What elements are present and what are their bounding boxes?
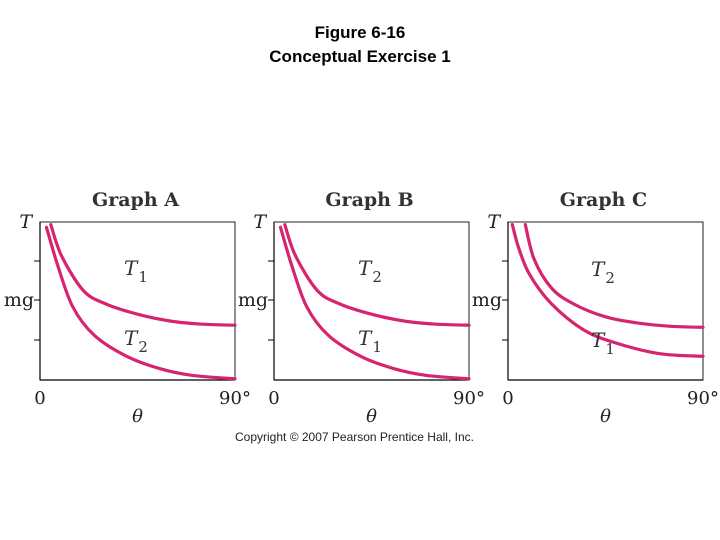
y-axis-label: T	[19, 211, 33, 233]
x-axis-label: θ	[132, 406, 143, 427]
y-axis-label: T	[253, 211, 267, 233]
graph-panel: Graph B Tmg 0 90° θ T2 T1	[238, 189, 485, 427]
series-line-t2	[283, 223, 471, 327]
x-tick-label-end: 90°	[687, 388, 719, 409]
series-line-t2	[44, 225, 237, 381]
x-axis-label: θ	[600, 406, 611, 427]
x-axis-label: θ	[366, 406, 377, 427]
series-label-t1: T1	[124, 256, 148, 286]
series-line-t1	[510, 223, 705, 358]
series-line-t2	[523, 223, 705, 329]
series-line-t1	[278, 225, 471, 381]
y-tick-label-mg: mg	[472, 289, 502, 311]
series-label-t1: T1	[358, 326, 382, 356]
y-tick-label-mg: mg	[4, 289, 34, 311]
series-line-t1	[49, 223, 237, 327]
y-axis-label: T	[487, 211, 501, 233]
x-tick-label-start: 0	[34, 388, 45, 409]
graph-title: Graph C	[560, 189, 647, 211]
copyright-text: Copyright © 2007 Pearson Prentice Hall, …	[235, 430, 474, 444]
graph-panel: Graph C Tmg 0 90° θ T2 T1	[472, 189, 719, 427]
figure-title: Figure 6-16	[314, 23, 406, 42]
x-tick-label-end: 90°	[219, 388, 251, 409]
x-tick-label-end: 90°	[453, 388, 485, 409]
x-tick-label-start: 0	[268, 388, 279, 409]
series-label-t2: T2	[358, 256, 382, 286]
series-label-t2: T2	[124, 326, 148, 356]
graph-panel: Graph A Tmg 0 90° θ T1 T2	[4, 189, 251, 427]
graph-title: Graph B	[325, 189, 413, 211]
x-tick-label-start: 0	[502, 388, 513, 409]
y-tick-label-mg: mg	[238, 289, 268, 311]
series-label-t2: T2	[591, 257, 615, 287]
figure-subtitle: Conceptual Exercise 1	[269, 47, 451, 66]
series-label-t1: T1	[591, 328, 615, 358]
graph-title: Graph A	[92, 189, 179, 211]
